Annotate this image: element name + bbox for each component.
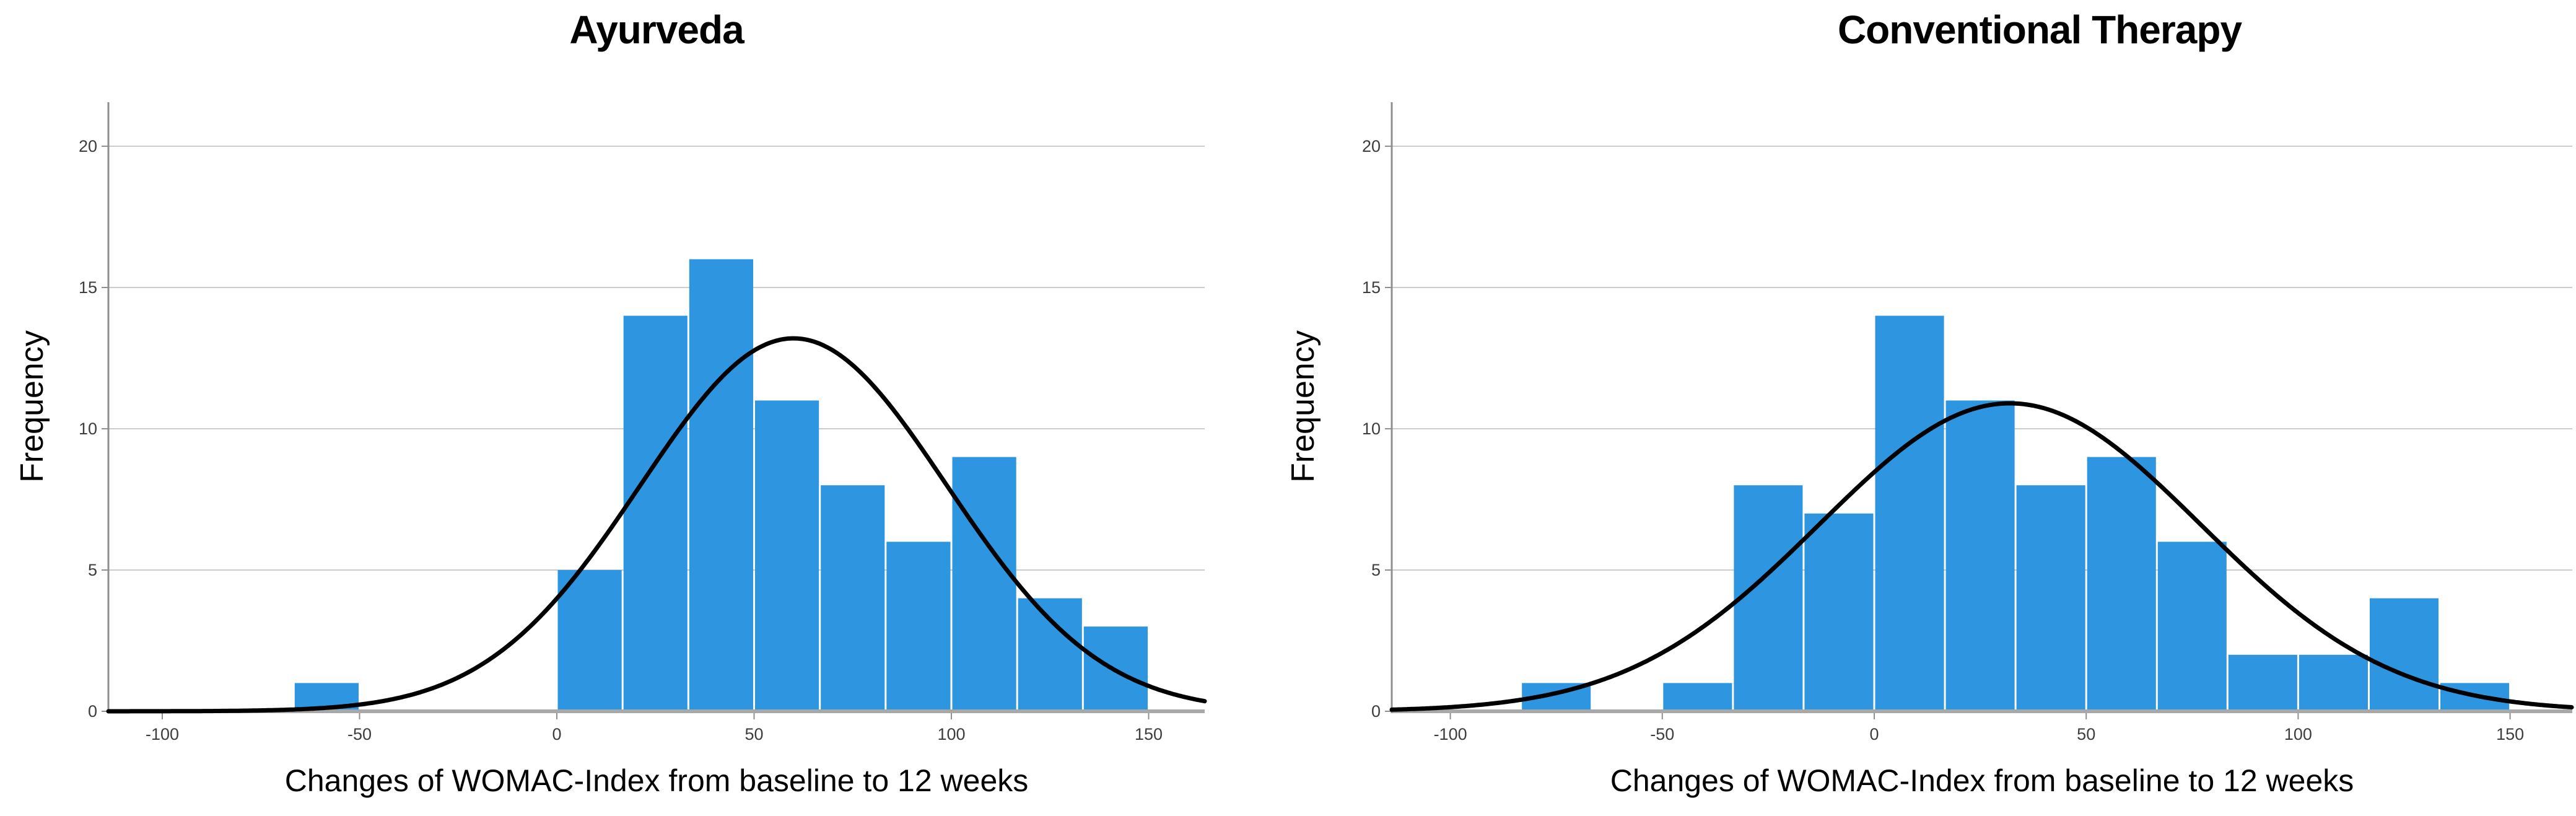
histogram-bar xyxy=(689,259,753,711)
normal-curve xyxy=(1389,401,2574,712)
histogram-bar xyxy=(2157,542,2227,711)
histogram-bar xyxy=(2299,654,2368,711)
histogram-bar xyxy=(1945,400,2015,711)
histogram-bar xyxy=(952,457,1016,711)
histogram-bar xyxy=(821,485,885,711)
y-tick-label: 5 xyxy=(88,561,97,579)
x-tick-label: 0 xyxy=(1869,725,1879,744)
x-tick-label: 50 xyxy=(744,725,763,744)
histogram-bar xyxy=(1875,315,1944,712)
x-tick-label: 100 xyxy=(2284,725,2312,744)
x-tick-label: -100 xyxy=(1434,725,1467,744)
y-tick-label: 20 xyxy=(1362,137,1381,156)
histogram-bar xyxy=(2016,485,2085,711)
histogram-bar xyxy=(2228,654,2297,711)
histogram-bar xyxy=(2087,457,2156,711)
histogram-bar xyxy=(623,315,688,712)
histogram-bar xyxy=(1804,513,1874,711)
x-tick-label: 0 xyxy=(552,725,561,744)
x-tick-label: 150 xyxy=(2496,725,2524,744)
x-axis-label-conventional-therapy: Changes of WOMAC-Index from baseline to … xyxy=(1610,763,2354,798)
y-tick-label: 15 xyxy=(79,278,97,297)
y-tick-label: 5 xyxy=(1371,561,1381,579)
histogram-bar xyxy=(1663,683,1732,711)
x-tick-label: -100 xyxy=(146,725,179,744)
histogram-bar xyxy=(886,542,951,711)
y-tick-label: 0 xyxy=(88,702,97,721)
histogram-bar xyxy=(1734,485,1803,711)
x-axis-label-ayurveda: Changes of WOMAC-Index from baseline to … xyxy=(284,763,1029,798)
x-tick-label: 150 xyxy=(1135,725,1163,744)
y-axis-label-conventional-therapy: Frequency xyxy=(1285,330,1321,483)
y-tick-label: 15 xyxy=(1362,278,1381,297)
x-tick-label: 50 xyxy=(2077,725,2095,744)
x-tick-label: 100 xyxy=(937,725,965,744)
x-tick-label: -50 xyxy=(1650,725,1674,744)
chart-title-ayurveda: Ayurveda xyxy=(569,7,744,52)
y-tick-label: 20 xyxy=(79,137,97,156)
y-axis-label-ayurveda: Frequency xyxy=(14,330,50,483)
histogram-bar xyxy=(2369,598,2439,711)
y-tick-label: 0 xyxy=(1371,702,1381,721)
y-tick-label: 10 xyxy=(79,419,97,438)
y-tick-label: 10 xyxy=(1362,419,1381,438)
normal-curve xyxy=(106,336,1207,714)
histogram-bar xyxy=(557,570,622,711)
histogram-bar xyxy=(1018,598,1082,711)
x-tick-label: -50 xyxy=(347,725,372,744)
chart-title-conventional-therapy: Conventional Therapy xyxy=(1837,7,2242,52)
histogram-bar xyxy=(755,400,819,711)
